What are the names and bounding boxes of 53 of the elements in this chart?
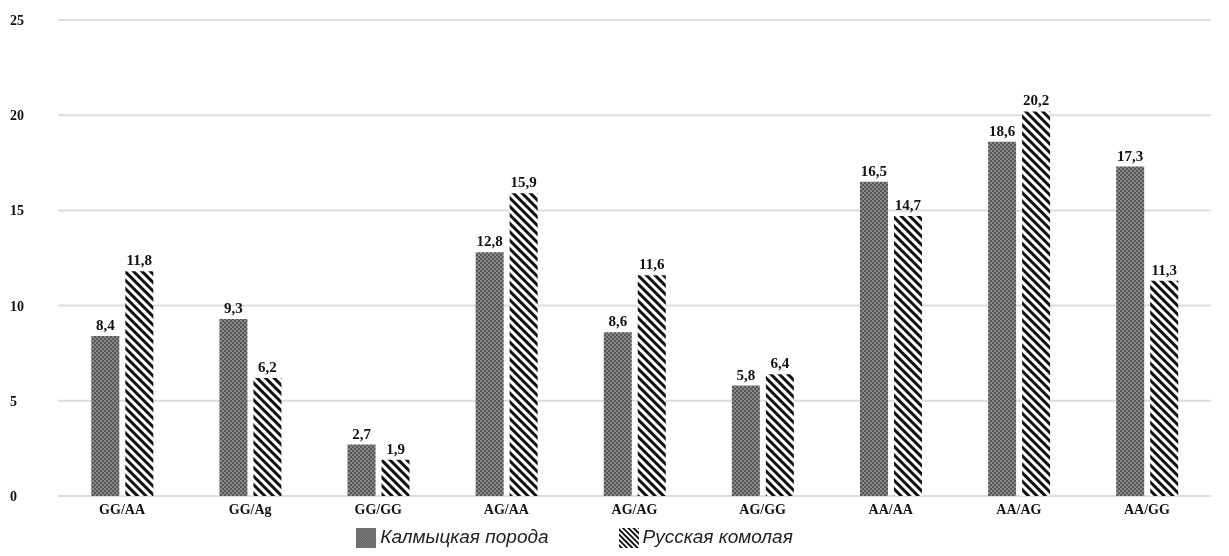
data-label: 9,3: [224, 299, 243, 316]
data-label: 8,6: [608, 313, 628, 330]
bar: [603, 332, 632, 496]
bar: [893, 216, 922, 496]
x-tick-label: AA/AA: [868, 501, 914, 517]
bar: [637, 275, 666, 496]
data-label: 5,8: [736, 366, 756, 383]
x-tick-label: AG/AG: [611, 501, 658, 517]
bar: [475, 252, 504, 496]
y-tick-label: 15: [10, 203, 24, 219]
y-tick-label: 20: [10, 108, 24, 124]
data-label: 16,5: [860, 162, 888, 179]
bar: [1150, 280, 1179, 496]
data-label: 2,7: [352, 425, 372, 442]
data-label: 1,9: [386, 440, 405, 457]
bar: [509, 193, 538, 496]
bar: [765, 374, 794, 496]
bar: [91, 336, 120, 496]
data-label: 14,7: [894, 197, 922, 214]
x-tick-label: GG/AA: [99, 501, 146, 517]
data-label: 12,8: [476, 233, 503, 250]
x-tick-label: AA/GG: [1124, 501, 1170, 517]
x-tick-label: AG/AA: [483, 501, 530, 517]
data-label: 6,4: [770, 355, 790, 372]
y-tick-label: 25: [10, 12, 24, 28]
x-tick-label: GG/Ag: [228, 501, 272, 517]
data-label: 20,2: [1022, 92, 1050, 109]
bar: [347, 444, 376, 496]
bar: [731, 385, 760, 496]
data-label: 8,4: [95, 317, 116, 334]
y-tick-label: 10: [10, 298, 24, 314]
legend-label: Русская комолая: [642, 526, 793, 547]
y-tick-label: 5: [10, 393, 17, 409]
data-label: 18,6: [988, 122, 1016, 139]
bar: [859, 181, 888, 496]
data-label: 6,2: [258, 358, 277, 375]
data-label: 11,8: [126, 252, 153, 269]
y-tick-label: 0: [10, 488, 17, 504]
data-label: 11,3: [1151, 261, 1177, 278]
data-label: 11,6: [639, 256, 665, 273]
bar: [1116, 166, 1145, 496]
x-tick-label: GG/GG: [354, 501, 403, 517]
data-label: 15,9: [510, 174, 537, 191]
bar: [219, 318, 248, 496]
bar: [988, 141, 1017, 496]
bar: [253, 377, 282, 496]
bar: [125, 271, 154, 496]
x-tick-label: AA/AG: [996, 501, 1042, 517]
bar: [1022, 111, 1051, 496]
x-tick-label: AG/GG: [739, 501, 787, 517]
bar: [381, 459, 410, 496]
legend-label: Калмыцкая порода: [380, 526, 549, 547]
data-label: 17,3: [1117, 147, 1144, 164]
